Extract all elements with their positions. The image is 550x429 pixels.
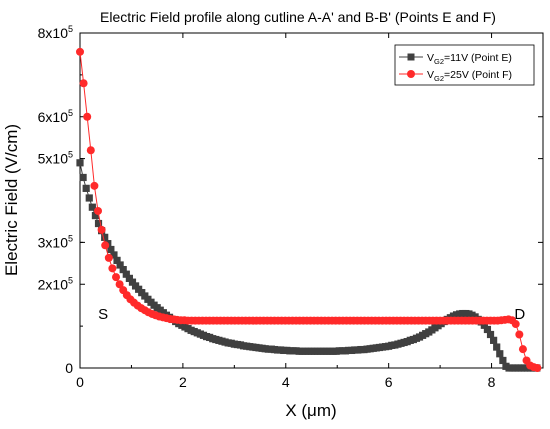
data-point-square — [116, 261, 124, 269]
data-point-square — [91, 211, 100, 220]
legend-marker-square — [407, 53, 415, 61]
legend-label: VG2=25V (Point F) — [427, 69, 512, 83]
data-point-circle — [90, 181, 99, 190]
annotation-s: S — [98, 306, 108, 323]
chart-title: Electric Field profile along cutline A-A… — [100, 9, 496, 25]
x-tick-label: 6 — [385, 374, 393, 390]
data-point-square — [486, 330, 495, 339]
data-point-square — [113, 256, 121, 264]
data-point-square — [483, 325, 492, 334]
data-point-circle — [108, 264, 117, 273]
data-point-square — [85, 194, 93, 202]
data-point-square — [119, 265, 127, 274]
data-point-square — [110, 251, 118, 259]
legend-item-point-e: VG2=11V (Point E) — [399, 52, 512, 66]
x-axis: 0 2 4 6 8 — [76, 33, 496, 390]
legend-box — [394, 44, 535, 86]
legend-marker-circle — [407, 70, 415, 78]
y-tick-label: 3x105 — [38, 233, 73, 250]
series-line — [79, 162, 537, 369]
annotation-d: D — [514, 306, 525, 323]
data-point-circle — [533, 364, 542, 372]
data-point-square — [493, 343, 501, 351]
y-tick-label: 8x105 — [38, 24, 73, 41]
data-point-circle — [76, 47, 84, 56]
data-point-square — [496, 350, 504, 358]
plot-frame — [79, 32, 544, 369]
legend-label: VG2=11V (Point E) — [427, 52, 512, 66]
legend-item-point-f: VG2=25V (Point F) — [399, 69, 512, 83]
data-point-square — [490, 336, 498, 344]
x-tick-label: 4 — [282, 374, 290, 390]
plot-area — [76, 47, 542, 372]
data-point-circle — [79, 79, 88, 88]
data-point-square — [101, 233, 109, 241]
data-point-circle — [515, 330, 524, 339]
data-point-square — [88, 203, 96, 211]
y-tick-label: 0 — [65, 360, 73, 376]
data-point-square — [122, 270, 130, 278]
data-point-circle — [83, 112, 92, 121]
data-point-circle — [97, 225, 106, 234]
data-point-square — [76, 159, 84, 167]
data-point-square — [125, 274, 133, 282]
legend: VG2=11V (Point E) VG2=25V (Point F) — [394, 44, 535, 86]
data-point-square — [480, 321, 488, 329]
data-point-square — [82, 184, 90, 192]
data-point-circle — [518, 345, 527, 354]
y-tick-label: 5x105 — [38, 150, 73, 167]
data-point-square — [107, 245, 115, 254]
x-axis-label: X (μm) — [285, 401, 336, 420]
y-axis-label: Electric Field (V/cm) — [2, 124, 21, 276]
data-point-circle — [86, 146, 95, 155]
y-tick-label: 6x105 — [38, 108, 73, 125]
data-point-circle — [112, 273, 121, 282]
data-point-square — [94, 219, 103, 228]
data-point-square — [499, 356, 507, 365]
series-vg2-11v-point-e — [76, 159, 541, 372]
data-point-circle — [115, 280, 124, 289]
data-point-square — [128, 278, 137, 286]
data-point-circle — [94, 206, 103, 215]
y-tick-label: 2x105 — [38, 275, 73, 292]
y-axis: 0 2x105 3x105 5x105 6x105 8x105 — [38, 24, 543, 376]
x-tick-label: 0 — [76, 374, 84, 390]
x-tick-label: 8 — [488, 374, 496, 390]
series-vg2-25v-point-f — [76, 47, 542, 372]
data-point-circle — [511, 320, 520, 329]
data-point-circle — [101, 241, 110, 250]
x-tick-label: 2 — [179, 374, 187, 390]
data-point-square — [79, 173, 87, 182]
data-point-circle — [104, 253, 113, 262]
